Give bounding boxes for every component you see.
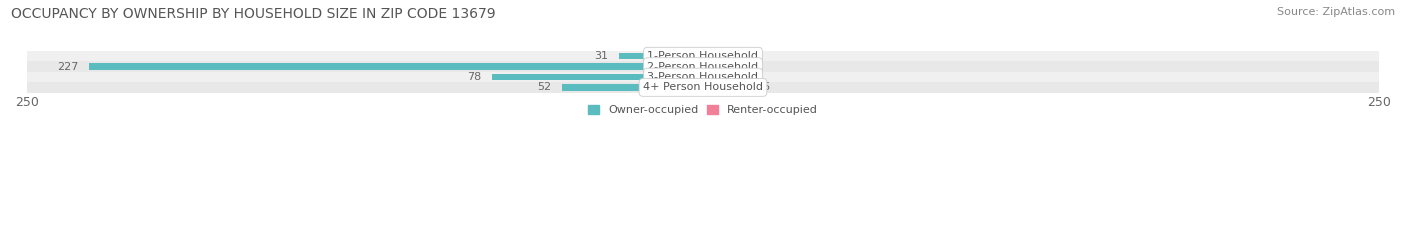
Bar xyxy=(27,62,1379,72)
Text: OCCUPANCY BY OWNERSHIP BY HOUSEHOLD SIZE IN ZIP CODE 13679: OCCUPANCY BY OWNERSHIP BY HOUSEHOLD SIZE… xyxy=(11,7,496,21)
Text: 31: 31 xyxy=(595,51,609,61)
Bar xyxy=(89,63,703,70)
Text: Source: ZipAtlas.com: Source: ZipAtlas.com xyxy=(1277,7,1395,17)
Bar xyxy=(703,74,717,80)
Legend: Owner-occupied, Renter-occupied: Owner-occupied, Renter-occupied xyxy=(588,105,818,115)
Text: 16: 16 xyxy=(756,82,770,93)
Bar xyxy=(703,53,714,59)
Text: 1-Person Household: 1-Person Household xyxy=(648,51,758,61)
Text: 4+ Person Household: 4+ Person Household xyxy=(643,82,763,93)
Bar xyxy=(27,51,1379,62)
Text: 5: 5 xyxy=(727,72,734,82)
Bar xyxy=(27,82,1379,93)
Bar xyxy=(619,53,703,59)
Text: 3-Person Household: 3-Person Household xyxy=(648,72,758,82)
Text: 2-Person Household: 2-Person Household xyxy=(647,62,759,72)
Bar xyxy=(703,84,747,91)
Text: 4: 4 xyxy=(724,51,731,61)
Bar xyxy=(492,74,703,80)
Text: 78: 78 xyxy=(467,72,481,82)
Text: 52: 52 xyxy=(537,82,551,93)
Bar xyxy=(27,72,1379,82)
Text: 227: 227 xyxy=(58,62,79,72)
Bar xyxy=(562,84,703,91)
Text: 0: 0 xyxy=(714,62,721,72)
